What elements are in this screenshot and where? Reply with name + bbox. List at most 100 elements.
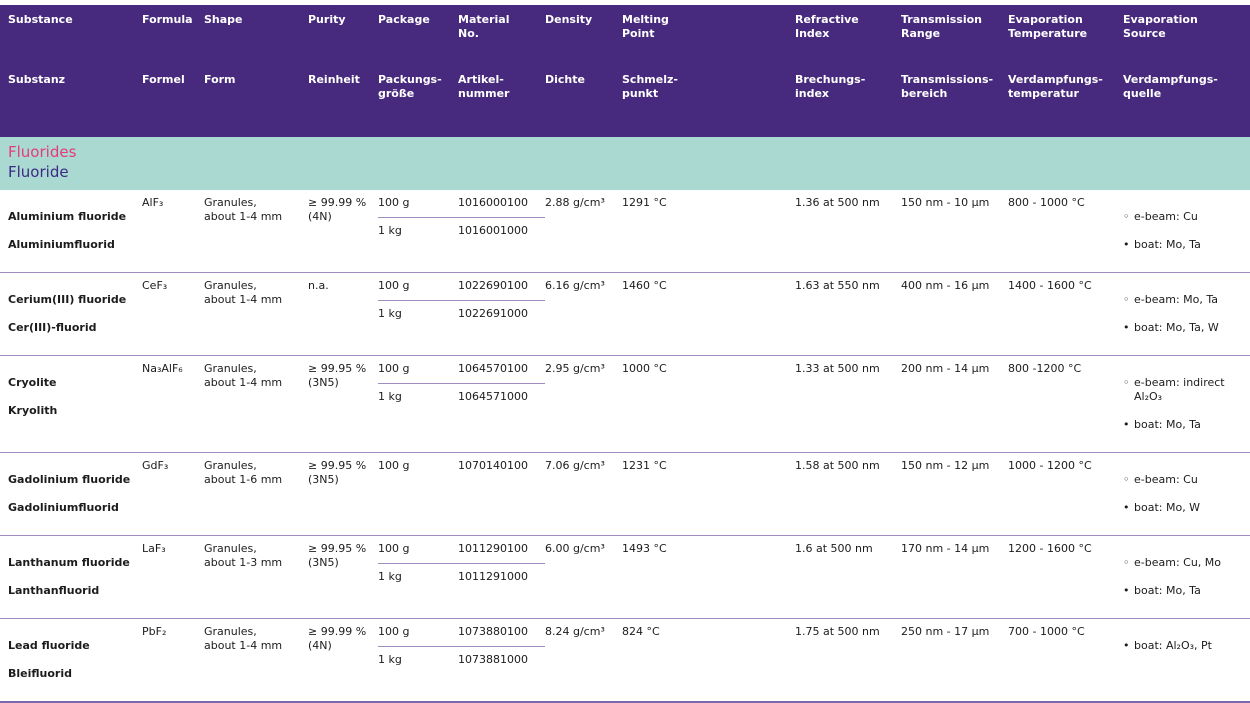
purity: ≥ 99.95 % (3N5) (308, 459, 367, 486)
col-header-formula-de: Formel (142, 73, 185, 86)
refractive-index: 1.58 at 500 nm (795, 459, 880, 472)
substance-cell: Aluminium fluoride Aluminiumfluorid (8, 190, 142, 272)
evaporation-temperature: 800 -1200 °C (1008, 362, 1082, 375)
density: 7.06 g/cm³ (545, 459, 605, 472)
source-line: • boat: Mo, W (1123, 501, 1246, 515)
boat-bullet-icon: • (1123, 238, 1130, 251)
col-header-evap-source-en: Evaporation Source (1123, 13, 1198, 40)
ebeam-bullet-icon: ◦ (1123, 473, 1130, 486)
formula: CeF₃ (142, 279, 168, 292)
section-title-en: Fluorides (8, 143, 77, 161)
source-text: e-beam: Mo, Ta (1134, 293, 1218, 306)
density: 8.24 g/cm³ (545, 625, 605, 638)
table-row: Aluminium fluoride Aluminiumfluorid AlF₃… (0, 190, 1250, 273)
source-line: ◦ e-beam: indirect Al₂O₃ (1123, 376, 1246, 404)
evaporation-temperature: 800 - 1000 °C (1008, 196, 1085, 209)
transmission-range: 150 nm - 10 µm (901, 196, 990, 209)
substance-name-en: Cerium(III) fluoride (8, 293, 127, 306)
package-group: 100 g 1070140100 (378, 453, 545, 535)
formula: LaF₃ (142, 542, 166, 555)
ebeam-bullet-icon: ◦ (1123, 293, 1130, 306)
source-line: ◦ e-beam: Cu (1123, 210, 1246, 224)
col-header-substance-en: Substance (8, 13, 73, 26)
density: 6.00 g/cm³ (545, 542, 605, 555)
package-qty: 100 g (378, 459, 410, 472)
package-group: 100 g 1016000100 1 kg 1016001000 (378, 190, 545, 272)
substance-name-de: Lanthanfluorid (8, 584, 100, 597)
substance-cell: Cerium(III) fluoride Cer(III)-fluorid (8, 273, 142, 355)
substance-cell: Lead fluoride Bleifluorid (8, 619, 142, 701)
source-line: ◦ e-beam: Mo, Ta (1123, 293, 1246, 307)
material-no: 1070140100 (458, 459, 528, 472)
formula: PbF₂ (142, 625, 167, 638)
purity: ≥ 99.95 % (3N5) (308, 362, 367, 389)
col-header-formula-en: Formula (142, 13, 193, 26)
package-qty: 100 g (378, 625, 410, 638)
shape: Granules, about 1-4 mm (204, 196, 283, 223)
table-row: Cerium(III) fluoride Cer(III)-fluorid Ce… (0, 273, 1250, 356)
col-header-package-de: Packungs- größe (378, 73, 442, 100)
source-line: ◦ e-beam: Cu (1123, 473, 1246, 487)
source-line: • boat: Al₂O₃, Pt (1123, 639, 1246, 653)
package-qty: 1 kg (378, 570, 402, 583)
material-no: 1073880100 (458, 625, 528, 638)
source-text: e-beam: indirect Al₂O₃ (1134, 376, 1225, 403)
boat-bullet-icon: • (1123, 584, 1130, 597)
refractive-index: 1.33 at 500 nm (795, 362, 880, 375)
substance-name-de: Cer(III)-fluorid (8, 321, 97, 334)
material-no: 1064571000 (458, 390, 528, 403)
formula: Na₃AlF₆ (142, 362, 183, 375)
refractive-index: 1.75 at 500 nm (795, 625, 880, 638)
shape: Granules, about 1-4 mm (204, 279, 283, 306)
purity: ≥ 99.99 % (4N) (308, 196, 367, 223)
evaporation-source: ◦ e-beam: indirect Al₂O₃ • boat: Mo, Ta (1123, 356, 1250, 452)
melting-point: 1460 °C (622, 279, 667, 292)
substance-name-de: Gadoliniumfluorid (8, 501, 119, 514)
col-header-purity-en: Purity (308, 13, 346, 26)
source-text: boat: Al₂O₃, Pt (1134, 639, 1212, 652)
package-line: 100 g 1016000100 (378, 190, 545, 217)
evaporation-source: ◦ e-beam: Cu • boat: Mo, W (1123, 453, 1250, 535)
col-header-density-en: Density (545, 13, 593, 26)
evaporation-source: • boat: Al₂O₃, Pt (1123, 619, 1250, 701)
source-line: ◦ e-beam: Cu, Mo (1123, 556, 1246, 570)
melting-point: 824 °C (622, 625, 660, 638)
package-line: 1 kg 1022691000 (378, 300, 545, 328)
package-qty: 1 kg (378, 224, 402, 237)
melting-point: 1291 °C (622, 196, 667, 209)
ebeam-bullet-icon: ◦ (1123, 556, 1130, 569)
melting-point: 1493 °C (622, 542, 667, 555)
source-text: e-beam: Cu (1134, 210, 1198, 223)
material-no: 1016001000 (458, 224, 528, 237)
formula: AlF₃ (142, 196, 164, 209)
section-title-de: Fluoride (8, 163, 69, 181)
package-qty: 1 kg (378, 307, 402, 320)
density: 2.95 g/cm³ (545, 362, 605, 375)
material-no: 1064570100 (458, 362, 528, 375)
density: 2.88 g/cm³ (545, 196, 605, 209)
density: 6.16 g/cm³ (545, 279, 605, 292)
package-group: 100 g 1011290100 1 kg 1011291000 (378, 536, 545, 618)
col-header-refractive-de: Brechungs- index (795, 73, 866, 100)
col-header-shape-de: Form (204, 73, 236, 86)
table-header: Substance Formula Shape Purity Package M… (0, 5, 1250, 137)
evaporation-source: ◦ e-beam: Cu, Mo • boat: Mo, Ta (1123, 536, 1250, 618)
shape: Granules, about 1-6 mm (204, 459, 283, 486)
material-no: 1022690100 (458, 279, 528, 292)
package-line: 100 g 1070140100 (378, 453, 545, 480)
transmission-range: 170 nm - 14 µm (901, 542, 990, 555)
shape: Granules, about 1-4 mm (204, 625, 283, 652)
col-header-package-en: Package (378, 13, 430, 26)
source-text: boat: Mo, Ta (1134, 584, 1201, 597)
substance-name-de: Kryolith (8, 404, 58, 417)
material-no: 1011291000 (458, 570, 528, 583)
source-text: boat: Mo, Ta, W (1134, 321, 1219, 334)
col-header-melting-de: Schmelz- punkt (622, 73, 678, 100)
package-qty: 100 g (378, 542, 410, 555)
col-header-evap-temp-en: Evaporation Temperature (1008, 13, 1088, 40)
col-header-material-de: Artikel- nummer (458, 73, 510, 100)
package-line: 1 kg 1073881000 (378, 646, 545, 674)
section-header-fluorides: Fluorides Fluoride (0, 137, 1250, 190)
package-qty: 100 g (378, 362, 410, 375)
package-qty: 1 kg (378, 653, 402, 666)
